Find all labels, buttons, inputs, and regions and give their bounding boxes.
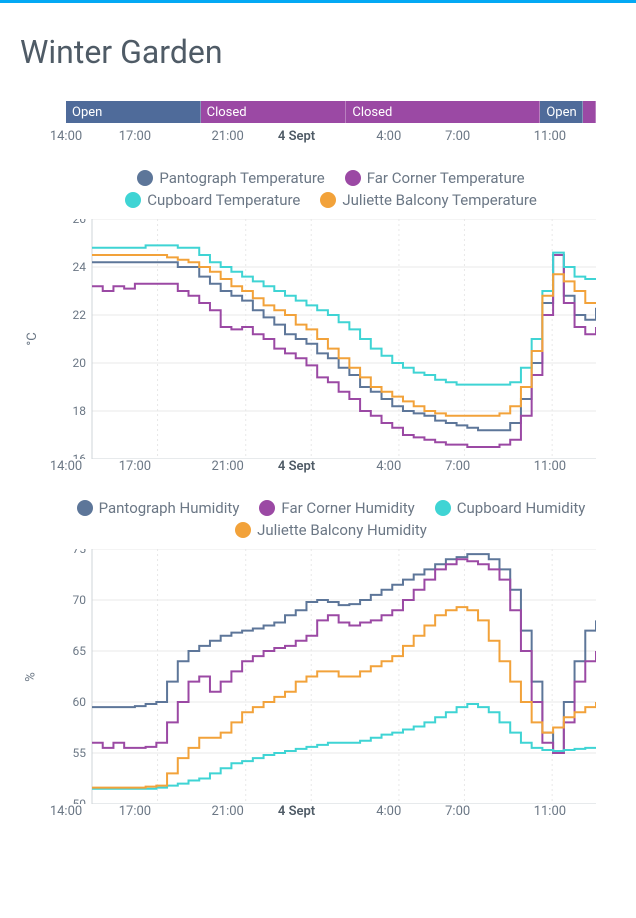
legend-item-pantograph[interactable]: Pantograph Humidity: [77, 499, 240, 517]
humidity-chart: % 505560657075: [66, 549, 596, 804]
dashboard-card: Winter Garden OpenClosedClosedOpen 14:00…: [0, 0, 636, 918]
time-tick: 4 Sept: [278, 804, 315, 819]
time-tick: 17:00: [119, 459, 151, 474]
svg-text:18: 18: [73, 404, 87, 418]
legend-swatch: [259, 500, 275, 516]
legend-label: Cupboard Humidity: [457, 499, 586, 517]
legend-swatch: [235, 522, 251, 538]
time-tick: 7:00: [445, 129, 470, 144]
legend-item-pantograph[interactable]: Pantograph Temperature: [137, 169, 324, 187]
legend-label: Far Corner Humidity: [281, 499, 414, 517]
svg-text:75: 75: [73, 549, 87, 556]
humidity-ylabel: %: [23, 672, 38, 682]
svg-text:65: 65: [73, 644, 87, 658]
time-tick: 21:00: [211, 129, 243, 144]
time-tick: 17:00: [119, 804, 151, 819]
legend-item-far_corner[interactable]: Far Corner Temperature: [345, 169, 525, 187]
temperature-chart: °C 161820222426: [66, 219, 596, 459]
legend-swatch: [345, 170, 361, 186]
legend-label: Far Corner Temperature: [367, 169, 525, 187]
svg-text:22: 22: [73, 308, 87, 322]
svg-text:24: 24: [73, 260, 87, 274]
svg-text:26: 26: [73, 219, 87, 226]
svg-text:50: 50: [73, 797, 87, 804]
time-axis-temp: 14:0017:0021:004 Sept4:007:0011:00: [66, 459, 596, 481]
svg-text:55: 55: [73, 746, 87, 760]
legend-swatch: [125, 192, 141, 208]
humidity-svg: 50 55 60 65 70 75: [66, 549, 596, 804]
legend-label: Cupboard Temperature: [147, 191, 300, 209]
legend-label: Juliette Balcony Humidity: [257, 521, 427, 539]
status-segment-open: Open: [66, 101, 201, 123]
time-tick: 14:00: [50, 459, 82, 474]
window-status-bar: OpenClosedClosedOpen: [66, 101, 596, 123]
svg-text:16: 16: [73, 452, 87, 459]
legend-item-far_corner[interactable]: Far Corner Humidity: [259, 499, 414, 517]
legend-swatch: [137, 170, 153, 186]
status-segment-closed: Closed: [201, 101, 347, 123]
page-title: Winter Garden: [20, 33, 616, 71]
time-tick: 4 Sept: [278, 459, 315, 474]
humidity-legend: Pantograph Humidity Far Corner Humidity Cu…: [66, 499, 596, 539]
status-segment-closed: Closed: [346, 101, 540, 123]
time-tick: 14:00: [50, 804, 82, 819]
time-tick: 7:00: [445, 804, 470, 819]
time-tick: 11:00: [534, 804, 566, 819]
legend-swatch: [435, 500, 451, 516]
time-tick: 4:00: [376, 459, 401, 474]
time-tick: 11:00: [534, 459, 566, 474]
status-segment-closed: [583, 101, 596, 123]
legend-label: Pantograph Temperature: [159, 169, 324, 187]
time-tick: 14:00: [50, 129, 82, 144]
time-tick: 17:00: [119, 129, 151, 144]
time-tick: 4:00: [376, 129, 401, 144]
legend-item-juliette[interactable]: Juliette Balcony Temperature: [320, 191, 536, 209]
series-far_corner: [92, 255, 596, 447]
temperature-legend: Pantograph Temperature Far Corner Tempera…: [66, 169, 596, 209]
temperature-ylabel: °C: [25, 332, 40, 345]
status-segment-open: Open: [540, 101, 582, 123]
time-axis-humid: 14:0017:0021:004 Sept4:007:0011:00: [66, 804, 596, 826]
legend-item-cupboard[interactable]: Cupboard Temperature: [125, 191, 300, 209]
svg-text:60: 60: [73, 695, 87, 709]
temperature-svg: 16 18 20 22 24 26: [66, 219, 596, 459]
legend-label: Juliette Balcony Temperature: [342, 191, 536, 209]
time-tick: 21:00: [211, 459, 243, 474]
time-axis-top: 14:0017:0021:004 Sept4:007:0011:00: [66, 129, 596, 151]
svg-text:20: 20: [73, 356, 87, 370]
legend-item-juliette[interactable]: Juliette Balcony Humidity: [235, 521, 427, 539]
legend-label: Pantograph Humidity: [99, 499, 240, 517]
time-tick: 4 Sept: [278, 129, 315, 144]
legend-swatch: [320, 192, 336, 208]
time-tick: 11:00: [534, 129, 566, 144]
series-far_corner: [92, 559, 596, 753]
time-tick: 7:00: [445, 459, 470, 474]
svg-text:70: 70: [73, 593, 87, 607]
time-tick: 21:00: [211, 804, 243, 819]
legend-swatch: [77, 500, 93, 516]
legend-item-cupboard[interactable]: Cupboard Humidity: [435, 499, 586, 517]
time-tick: 4:00: [376, 804, 401, 819]
